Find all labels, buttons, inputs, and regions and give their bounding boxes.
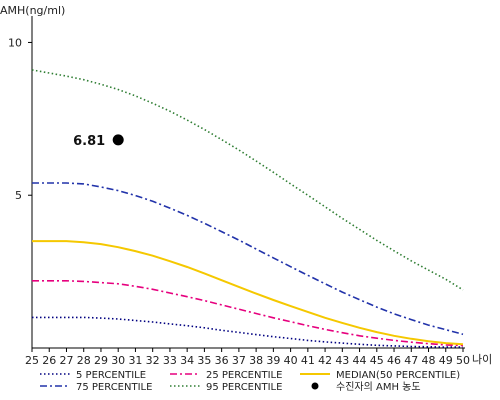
x-axis-title: 나이 bbox=[472, 353, 492, 366]
legend-label: 수진자의 AMH 농도 bbox=[336, 381, 421, 393]
patient-point-label: 6.81 bbox=[73, 134, 105, 149]
series-line-4 bbox=[31, 69, 464, 291]
x-tick-label: 48 bbox=[422, 354, 436, 367]
x-tick-label: 45 bbox=[370, 354, 384, 367]
legend-label: 25 PERCENTILE bbox=[206, 370, 282, 381]
x-tick-label: 38 bbox=[249, 354, 263, 367]
x-tick-label: 26 bbox=[42, 354, 56, 367]
x-tick-label: 37 bbox=[232, 354, 246, 367]
x-tick-label: 41 bbox=[301, 354, 315, 367]
axes: 25 26 27 28 29 30 31 32 33 34 35 36 37 38 39 40 41 42 43 44… bbox=[8, 16, 470, 367]
x-tick-label: 40 bbox=[284, 354, 298, 367]
y-axis-title: AMH(ng/ml) bbox=[0, 4, 65, 17]
legend-swatch bbox=[311, 382, 319, 390]
legend: 5 PERCENTILE 25 PERCENTILE MEDIAN(50 PERCE… bbox=[40, 370, 460, 393]
legend-label: 95 PERCENTILE bbox=[206, 382, 282, 393]
x-tick-label: 29 bbox=[94, 354, 108, 367]
x-tick-label: 42 bbox=[318, 354, 332, 367]
x-tick-label: 49 bbox=[439, 354, 453, 367]
patient-point bbox=[112, 134, 124, 146]
x-tick-label: 50 bbox=[456, 354, 470, 367]
y-tick-label: 10 bbox=[8, 36, 22, 49]
x-tick-label: 27 bbox=[59, 354, 73, 367]
x-tick-label: 31 bbox=[128, 354, 142, 367]
x-tick-label: 44 bbox=[353, 354, 367, 367]
legend-label: MEDIAN(50 PERCENTILE) bbox=[336, 370, 460, 381]
x-tick-label: 39 bbox=[266, 354, 280, 367]
x-tick-label: 25 bbox=[25, 354, 39, 367]
x-tick-label: 30 bbox=[111, 354, 125, 367]
series-line-2 bbox=[32, 240, 464, 346]
x-tick-label: 43 bbox=[335, 354, 349, 367]
x-tick-label: 47 bbox=[404, 354, 418, 367]
legend-label: 75 PERCENTILE bbox=[76, 382, 152, 393]
x-tick-label: 33 bbox=[163, 354, 177, 367]
x-tick-label: 36 bbox=[215, 354, 229, 367]
x-tick-label: 34 bbox=[180, 354, 194, 367]
series-layer bbox=[31, 69, 464, 348]
series-line-3 bbox=[32, 182, 464, 336]
series-line-0 bbox=[32, 316, 463, 348]
x-tick-label: 32 bbox=[146, 354, 160, 367]
points-layer: 6.81 bbox=[73, 134, 124, 149]
x-tick-label: 28 bbox=[77, 354, 91, 367]
y-tick-label: 5 bbox=[15, 189, 22, 202]
x-tick-label: 46 bbox=[387, 354, 401, 367]
legend-label: 5 PERCENTILE bbox=[76, 370, 146, 381]
x-tick-label: 35 bbox=[197, 354, 211, 367]
series-line-1 bbox=[32, 280, 464, 347]
